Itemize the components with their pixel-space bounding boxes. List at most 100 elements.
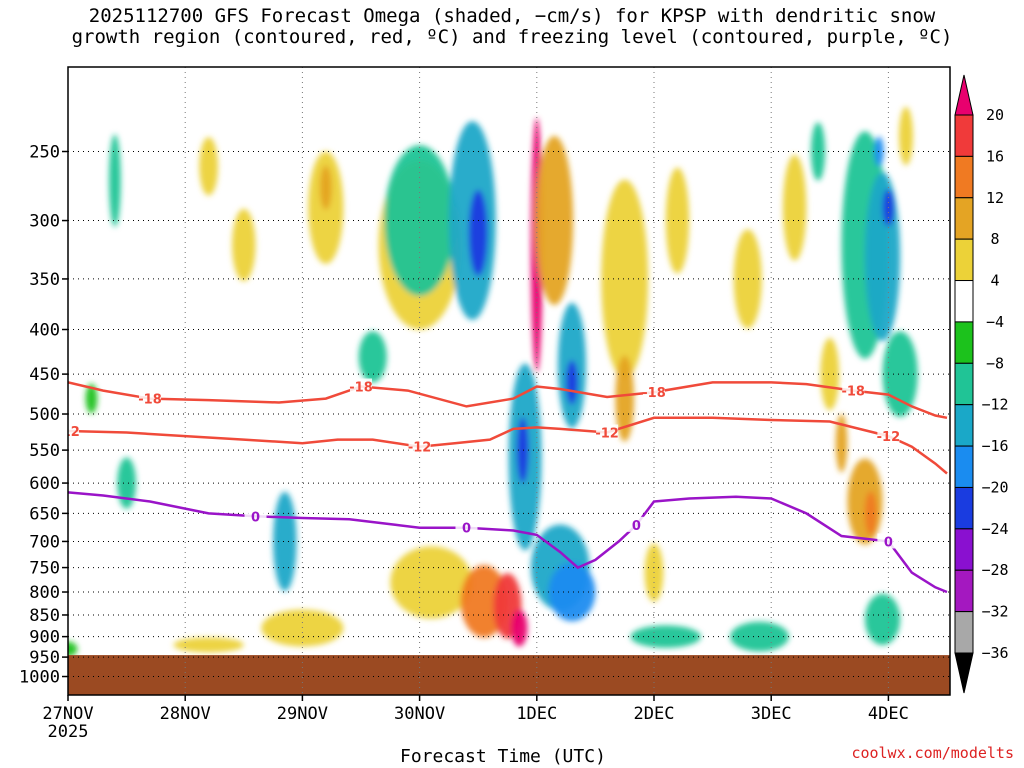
colorbar-label-0: 20 — [986, 106, 1004, 124]
gridlines — [67, 67, 950, 695]
x-tick-label-1DEC: 1DEC — [516, 704, 557, 724]
terrain-layer — [68, 655, 950, 695]
omega-cells — [68, 106, 918, 657]
colorbar-label-7: −12 — [981, 396, 1008, 414]
dgz-lower-contour — [68, 416, 948, 475]
omega-cell-47 — [898, 106, 914, 166]
colorbar-bottom-arrow — [954, 652, 974, 694]
x-tick-label-28NOV: 28NOV — [160, 704, 211, 724]
x-tick-label-30NOV: 30NOV — [394, 704, 445, 724]
y-tick-label-300: 300 — [29, 212, 60, 232]
y-tick-label-550: 550 — [29, 441, 60, 461]
omega-cell-4 — [173, 637, 244, 653]
dgz-lower-contour-label-2: -12 — [595, 426, 619, 441]
dgz-lower-contour-label-1: -12 — [408, 441, 432, 456]
y-tick-label-350: 350 — [29, 270, 60, 290]
colorbar-label-6: −8 — [986, 354, 1004, 372]
omega-cell-21 — [516, 417, 529, 483]
dgz-lower-contour-label-bg-3 — [877, 428, 900, 444]
omega-cell-11 — [358, 331, 387, 383]
omega-cell-9 — [232, 208, 256, 282]
x-tick-sublabel-27NOV: 2025 — [48, 722, 89, 742]
dgz-lower-contour-label-bg-2 — [596, 424, 619, 440]
freezing-level-contour-label-3: 0 — [884, 535, 893, 550]
dgz-upper-contour — [68, 381, 948, 420]
omega-cell-43 — [847, 458, 883, 545]
y-tick-label-400: 400 — [29, 321, 60, 341]
dgz-upper-contour-label-3: -18 — [841, 385, 865, 400]
omega-colorbar: 20 16 12 8 4 −4 −8 −12 −16 −20 −24 −28 −32 −36 — [954, 74, 1009, 694]
omega-cell-32 — [665, 167, 690, 274]
freezing-level-contour — [68, 491, 948, 594]
colorbar-label-10: −24 — [981, 520, 1008, 538]
pressure-axis: 2503003504004505005506006507007508008509… — [19, 143, 68, 688]
freezing-level-contour-label-bg-3 — [877, 533, 900, 549]
x-tick-label-2DEC: 2DEC — [634, 704, 675, 724]
dgz-upper-contour-label-bg-0 — [139, 390, 162, 406]
omega-cell-33 — [730, 621, 789, 652]
freezing-level-contour-label-bg-0 — [244, 508, 267, 524]
colorbar-label-3: 8 — [990, 230, 999, 248]
x-axis-title: Forecast Time (UTC) — [400, 746, 606, 767]
dgz-lower-contour-label-3: -12 — [877, 430, 901, 445]
chart-title: 2025112700 GFS Forecast Omega (shaded, −… — [0, 6, 1024, 48]
colorbar-label-8: −16 — [981, 437, 1008, 455]
colorbar-label-5: −4 — [986, 313, 1004, 331]
omega-cell-13 — [384, 145, 455, 296]
omega-cell-39 — [864, 172, 901, 342]
colorbar-swatch-12 — [954, 569, 974, 613]
colorbar-swatch-9 — [954, 445, 974, 488]
freezing-level-contour-label-bg-1 — [455, 519, 478, 535]
terrain-fill — [68, 655, 950, 695]
omega-cell-1 — [117, 457, 136, 509]
omega-cell-29 — [615, 355, 635, 442]
omega-cell-42 — [882, 331, 918, 418]
omega-cell-16 — [390, 546, 473, 619]
omega-cell-45 — [835, 414, 848, 473]
omega-cell-23 — [548, 562, 596, 622]
dgz-upper-contour-label-bg-3 — [842, 382, 865, 398]
freezing-level-contour-label-0: 0 — [251, 510, 260, 525]
omega-cell-35 — [782, 154, 807, 261]
y-tick-label-800: 800 — [29, 583, 60, 603]
colorbar-swatch-4 — [954, 238, 974, 282]
omega-cell-41 — [874, 136, 884, 167]
dgz-upper-contour-label-bg-1 — [350, 378, 372, 394]
y-tick-label-700: 700 — [29, 532, 60, 552]
title-line-2: growth region (contoured, red, ºC) and f… — [71, 26, 953, 48]
y-tick-label-500: 500 — [29, 405, 60, 425]
colorbar-label-2: 12 — [986, 189, 1004, 207]
omega-cell-44 — [864, 491, 877, 536]
x-tick-label-27NOV: 27NOV — [42, 704, 93, 724]
colorbar-swatch-10 — [954, 486, 974, 530]
colorbar-swatch-8 — [954, 404, 974, 447]
omega-cell-25 — [535, 136, 574, 306]
omega-cell-46 — [864, 593, 901, 646]
dgz-lower-contour-label-0: -12 — [56, 425, 80, 440]
dgz-lower-contour-label-bg-1 — [408, 438, 431, 454]
omega-cell-19 — [511, 609, 528, 647]
colorbar-swatch-6 — [954, 321, 974, 364]
colorbar-label-1: 16 — [986, 147, 1004, 165]
dgz-upper-contour-label-1: -18 — [349, 381, 373, 396]
y-tick-label-900: 900 — [29, 628, 60, 648]
x-tick-label-3DEC: 3DEC — [751, 704, 792, 724]
y-tick-label-950: 950 — [29, 648, 60, 668]
colorbar-label-4: 4 — [990, 272, 999, 290]
colorbar-label-9: −20 — [981, 478, 1008, 496]
x-tick-label-29NOV: 29NOV — [277, 704, 328, 724]
omega-cell-37 — [820, 338, 840, 411]
y-tick-label-850: 850 — [29, 606, 60, 626]
credit-link[interactable]: coolwx.com/modelts — [851, 744, 1014, 762]
x-tick-label-4DEC: 4DEC — [868, 704, 909, 724]
title-line-1: 2025112700 GFS Forecast Omega (shaded, −… — [88, 5, 936, 27]
contour-lines: -18 -18 -18 -18 -12 -12 -12 -12 0 0 0 0 — [56, 378, 948, 594]
omega-cell-0 — [109, 134, 121, 227]
freezing-level-contour-label-2: 0 — [632, 519, 641, 534]
dgz-upper-contour-label-0: -18 — [138, 393, 162, 408]
dgz-upper-contour-label-bg-2 — [643, 384, 665, 400]
colorbar-swatch-13 — [954, 611, 974, 654]
omega-cell-8 — [319, 165, 332, 210]
